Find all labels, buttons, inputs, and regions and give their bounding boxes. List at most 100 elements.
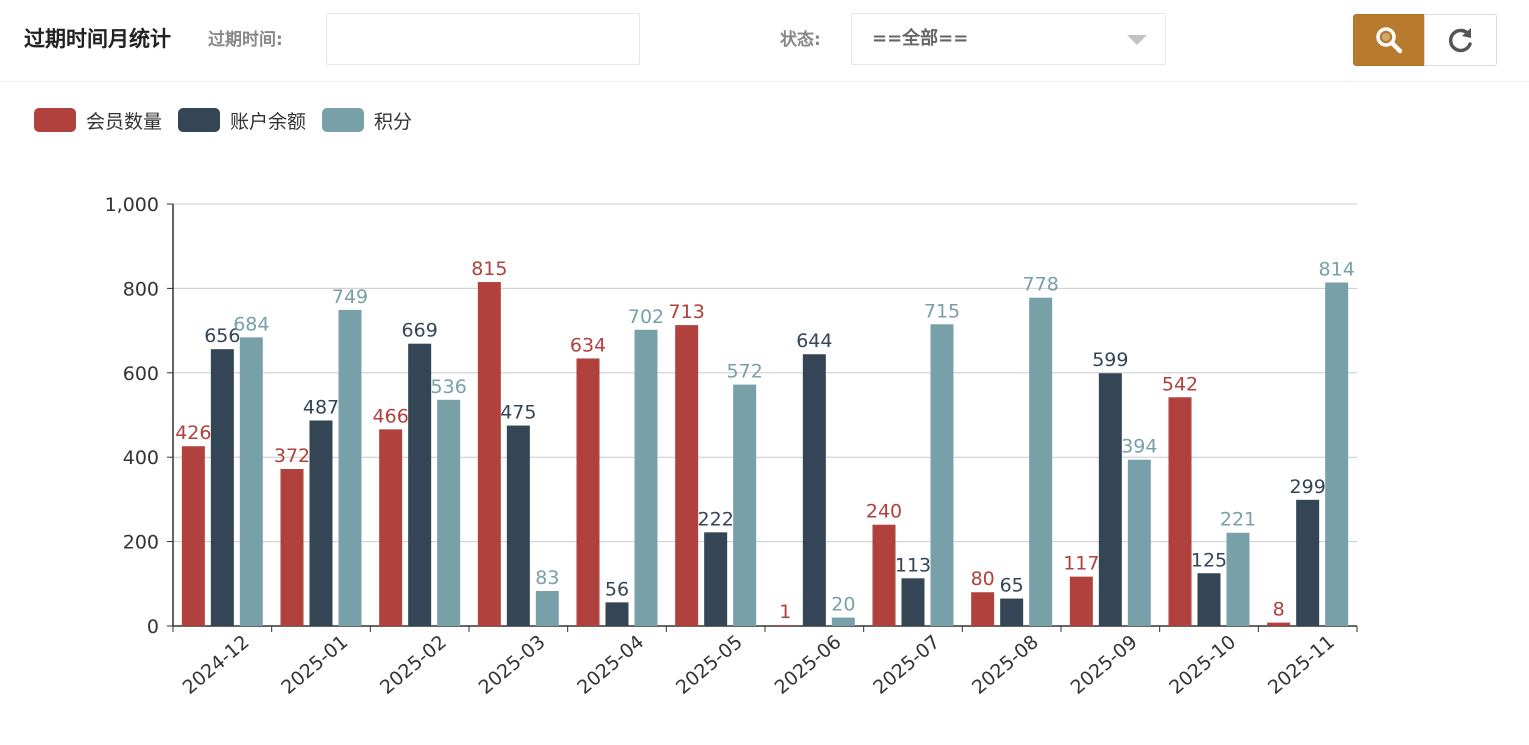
bar xyxy=(239,337,263,626)
data-label: 65 xyxy=(1000,575,1024,597)
x-tick-label: 2024-12 xyxy=(179,631,254,699)
data-label: 299 xyxy=(1290,476,1326,498)
status-label: 状态: xyxy=(780,30,821,50)
bar xyxy=(831,617,855,626)
bar xyxy=(1098,373,1122,626)
data-label: 778 xyxy=(1023,274,1059,296)
chevron-down-icon xyxy=(1127,35,1147,45)
page-title: 过期时间月统计 xyxy=(24,27,171,51)
data-label: 814 xyxy=(1319,258,1355,280)
y-tick-label: 400 xyxy=(123,447,159,469)
data-label: 80 xyxy=(971,568,995,590)
x-tick-label: 2025-06 xyxy=(771,631,846,699)
data-label: 372 xyxy=(274,445,310,467)
bar xyxy=(1325,282,1349,626)
data-label: 8 xyxy=(1273,599,1285,621)
data-label: 572 xyxy=(727,361,763,383)
bar xyxy=(576,358,600,626)
bar xyxy=(971,592,995,626)
x-tick-label: 2025-04 xyxy=(573,631,648,699)
legend-item-points[interactable]: 积分 xyxy=(322,107,412,134)
bar xyxy=(210,349,234,626)
legend-item-account-balance[interactable]: 账户余额 xyxy=(178,107,306,134)
data-label: 113 xyxy=(895,554,931,576)
status-select[interactable]: ==全部== xyxy=(851,13,1166,65)
data-label: 536 xyxy=(431,376,467,398)
data-label: 1 xyxy=(779,601,791,623)
data-label: 240 xyxy=(866,501,902,523)
data-label: 542 xyxy=(1162,373,1198,395)
bar xyxy=(704,532,728,626)
bar xyxy=(901,578,925,626)
search-button[interactable] xyxy=(1353,14,1425,66)
bar xyxy=(309,420,333,626)
data-label: 56 xyxy=(605,578,629,600)
x-tick-label: 2025-09 xyxy=(1067,631,1142,699)
x-tick-label: 2025-07 xyxy=(869,631,944,699)
data-label: 475 xyxy=(500,402,536,424)
bar xyxy=(408,343,432,626)
chart-legend: 会员数量 账户余额 积分 xyxy=(34,106,428,134)
x-tick-label: 2025-08 xyxy=(968,631,1043,699)
bar xyxy=(634,329,658,626)
data-label: 749 xyxy=(332,286,368,308)
bar xyxy=(1168,397,1192,626)
data-label: 83 xyxy=(535,567,559,589)
bar xyxy=(733,384,757,626)
search-icon xyxy=(1376,27,1403,54)
legend-label: 积分 xyxy=(374,110,413,133)
legend-label: 会员数量 xyxy=(86,110,163,133)
data-label: 394 xyxy=(1121,436,1157,458)
refresh-button[interactable] xyxy=(1424,14,1497,66)
data-label: 713 xyxy=(669,301,705,323)
data-label: 634 xyxy=(570,334,606,356)
data-label: 644 xyxy=(796,330,832,352)
bar xyxy=(1226,532,1250,626)
bar xyxy=(379,429,403,626)
bar xyxy=(338,309,362,626)
legend-swatch xyxy=(178,108,221,132)
data-label: 684 xyxy=(233,313,269,335)
y-tick-label: 1,000 xyxy=(105,194,159,216)
data-label: 20 xyxy=(831,594,855,616)
status-select-value: ==全部== xyxy=(872,28,969,49)
bar xyxy=(477,282,501,626)
data-label: 466 xyxy=(373,405,409,427)
data-label: 487 xyxy=(303,396,339,418)
expire-date-label: 过期时间: xyxy=(208,30,283,50)
data-label: 599 xyxy=(1092,349,1128,371)
x-tick-label: 2025-10 xyxy=(1165,631,1240,699)
filter-toolbar: 过期时间月统计 过期时间: 状态: ==全部== xyxy=(0,0,1529,82)
bar xyxy=(930,324,954,626)
bar xyxy=(675,325,699,626)
x-tick-label: 2025-01 xyxy=(277,631,352,699)
data-label: 222 xyxy=(698,508,734,530)
bar xyxy=(506,425,530,626)
x-tick-label: 2025-03 xyxy=(475,631,550,699)
bar xyxy=(605,602,629,626)
bar xyxy=(1296,499,1320,626)
data-label: 221 xyxy=(1220,509,1256,531)
data-label: 117 xyxy=(1063,553,1099,575)
expire-date-input[interactable] xyxy=(326,13,640,65)
bar xyxy=(1000,598,1024,626)
bar xyxy=(280,469,304,626)
data-label: 125 xyxy=(1191,549,1227,571)
bar xyxy=(1069,576,1093,626)
data-label: 669 xyxy=(402,320,438,342)
y-tick-label: 200 xyxy=(123,532,159,554)
data-label: 715 xyxy=(924,300,960,322)
legend-swatch xyxy=(34,108,76,132)
legend-label: 账户余额 xyxy=(230,110,307,133)
data-label: 815 xyxy=(471,258,507,280)
bar xyxy=(181,446,205,626)
x-tick-label: 2025-11 xyxy=(1264,631,1339,699)
legend-item-member-count[interactable]: 会员数量 xyxy=(34,107,162,134)
data-label: 702 xyxy=(628,306,664,328)
y-tick-label: 600 xyxy=(123,363,159,385)
bar xyxy=(1267,622,1291,626)
bar xyxy=(1127,459,1151,626)
bar xyxy=(773,625,797,626)
data-label: 656 xyxy=(204,325,240,347)
y-tick-label: 0 xyxy=(147,616,159,638)
